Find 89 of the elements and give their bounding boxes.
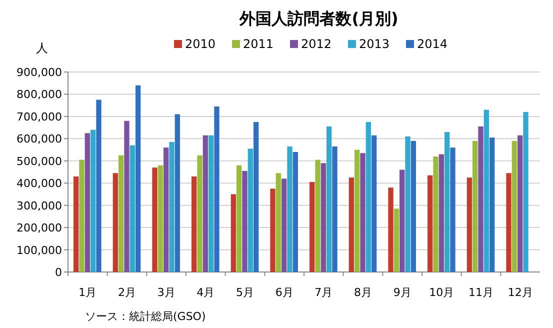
bar xyxy=(518,135,523,272)
bar xyxy=(174,114,180,272)
x-tick-label: 8月 xyxy=(354,286,372,299)
bar xyxy=(202,135,208,272)
bar xyxy=(214,106,220,272)
bar xyxy=(270,188,276,272)
bar xyxy=(444,132,450,272)
bar xyxy=(164,148,169,272)
bar xyxy=(242,170,248,272)
bar xyxy=(348,178,354,272)
bar xyxy=(315,160,320,272)
bar xyxy=(130,145,135,272)
x-tick-label: 5月 xyxy=(236,286,254,299)
bar xyxy=(118,155,124,272)
y-tick-label: 900,000 xyxy=(16,66,62,79)
x-tick-label: 2月 xyxy=(118,286,136,299)
bar xyxy=(506,173,512,272)
text: ソース：統計総局(GSO) xyxy=(85,310,206,323)
bar xyxy=(236,165,242,272)
bar xyxy=(366,122,371,272)
x-tick-label: 9月 xyxy=(393,286,412,299)
bar xyxy=(428,175,433,272)
x-tick-label: 4月 xyxy=(196,286,215,299)
x-tick-label: 11月 xyxy=(468,286,494,299)
bar xyxy=(192,176,197,272)
bar xyxy=(230,194,236,272)
bar xyxy=(158,165,163,272)
bar xyxy=(79,160,84,272)
bar xyxy=(394,208,399,272)
bar xyxy=(169,142,174,272)
bar xyxy=(438,154,444,272)
bar xyxy=(405,136,410,272)
bar xyxy=(112,173,118,272)
bar xyxy=(371,135,377,272)
x-tick-label: 12月 xyxy=(508,286,533,299)
y-tick-label: 400,000 xyxy=(16,177,62,190)
bar xyxy=(472,140,478,272)
bar xyxy=(84,133,90,272)
bar xyxy=(135,85,141,272)
bar xyxy=(512,140,517,272)
bar xyxy=(484,110,489,272)
bar xyxy=(354,150,360,272)
y-tick-label: 200,000 xyxy=(16,222,62,235)
bar xyxy=(152,168,158,272)
x-tick-label: 1月 xyxy=(78,286,97,299)
bar xyxy=(410,140,416,272)
bar xyxy=(74,176,79,272)
bar xyxy=(466,178,472,272)
y-tick-label: 700,000 xyxy=(16,110,62,124)
y-axis-title: 人 xyxy=(36,41,48,55)
y-tick-label: 800,000 xyxy=(16,88,62,102)
bar xyxy=(523,112,528,272)
bar xyxy=(360,153,366,272)
legend-label: 2014 xyxy=(417,37,448,51)
bar xyxy=(388,188,394,272)
legend-label: 2012 xyxy=(301,37,332,51)
bar xyxy=(320,163,326,272)
y-tick-label: 300,000 xyxy=(16,199,62,212)
bar xyxy=(332,146,338,272)
bar xyxy=(489,138,495,272)
bar xyxy=(450,148,456,272)
bar xyxy=(292,152,298,272)
bar xyxy=(90,130,96,272)
bar xyxy=(287,146,292,272)
y-tick-label: 100,000 xyxy=(16,244,62,257)
bar xyxy=(197,155,202,272)
bar xyxy=(208,135,214,272)
bar xyxy=(433,156,438,272)
chart-title: 外国人訪問者数(月別) xyxy=(238,9,398,28)
bar xyxy=(282,178,287,272)
bar xyxy=(326,126,332,272)
bar xyxy=(96,100,102,272)
y-tick-label: 600,000 xyxy=(16,132,62,146)
bar xyxy=(400,170,405,272)
x-tick-label: 6月 xyxy=(275,286,294,299)
bar xyxy=(253,122,259,272)
bar xyxy=(310,182,315,272)
bar xyxy=(276,173,281,272)
bar xyxy=(478,126,484,272)
y-tick-label: 0 xyxy=(55,266,62,279)
x-tick-label: 7月 xyxy=(314,286,333,299)
x-tick-label: 3月 xyxy=(157,286,176,299)
bar xyxy=(248,148,253,272)
y-tick-label: 500,000 xyxy=(16,154,62,168)
legend-label: 2010 xyxy=(185,37,216,51)
bar xyxy=(124,120,130,272)
x-tick-label: 10月 xyxy=(429,286,454,299)
legend-label: 2013 xyxy=(359,37,390,51)
legend-label: 2011 xyxy=(243,37,274,51)
